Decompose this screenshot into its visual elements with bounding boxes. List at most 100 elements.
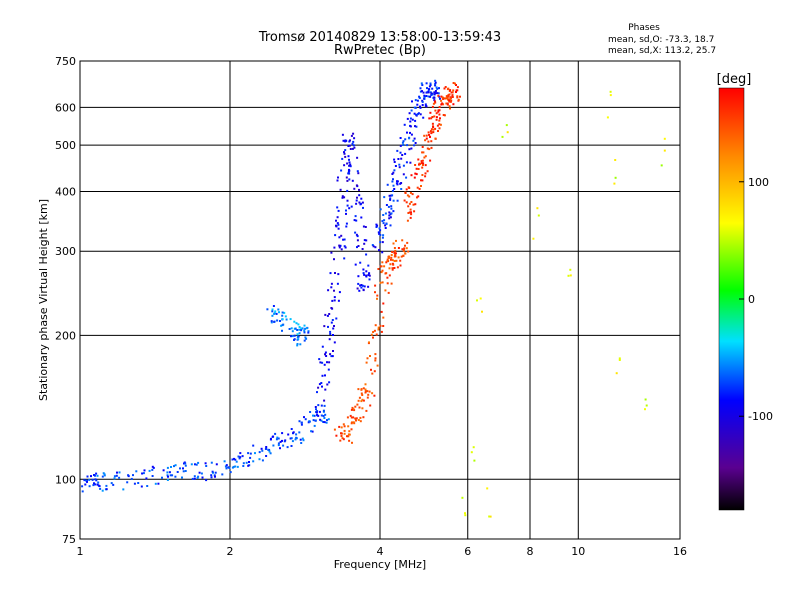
data-point <box>537 214 540 217</box>
data-point <box>418 95 421 98</box>
data-point <box>410 201 413 203</box>
data-point <box>452 103 455 106</box>
data-point <box>402 250 405 253</box>
data-point <box>379 234 382 236</box>
data-point <box>201 476 204 479</box>
data-point <box>328 313 331 315</box>
data-point <box>341 437 344 440</box>
data-point <box>402 254 405 257</box>
data-point <box>353 187 356 190</box>
data-point <box>404 152 407 155</box>
x-tick-label: 10 <box>571 545 585 558</box>
data-point <box>449 97 452 99</box>
data-point <box>333 428 336 431</box>
data-point <box>173 465 175 468</box>
data-point <box>247 452 250 455</box>
data-point <box>394 249 397 252</box>
data-point <box>368 390 371 393</box>
data-point <box>339 439 342 442</box>
data-point <box>419 90 422 93</box>
data-point <box>381 241 384 244</box>
data-point <box>337 273 340 276</box>
data-point <box>348 144 351 147</box>
data-point <box>393 252 396 254</box>
data-point <box>348 178 351 181</box>
data-point <box>464 514 467 517</box>
data-point <box>408 112 411 115</box>
data-point <box>360 286 363 289</box>
data-point <box>283 440 286 443</box>
data-point <box>397 256 400 259</box>
data-point <box>368 278 371 281</box>
data-point <box>228 467 231 469</box>
data-point <box>365 253 368 256</box>
data-point <box>377 328 380 331</box>
data-point <box>434 137 437 140</box>
data-point <box>362 387 365 390</box>
data-point <box>239 452 242 455</box>
data-point <box>118 476 121 479</box>
data-point <box>426 170 429 173</box>
data-point <box>339 244 342 247</box>
data-point <box>331 319 334 321</box>
data-point <box>95 472 98 475</box>
data-point <box>506 131 509 134</box>
data-point <box>324 413 327 416</box>
data-point <box>303 331 306 334</box>
data-point <box>431 105 434 108</box>
data-point <box>373 370 376 373</box>
data-point <box>450 99 453 102</box>
data-point <box>390 207 393 210</box>
data-point <box>197 475 200 478</box>
data-point <box>359 416 362 419</box>
data-point <box>354 215 357 218</box>
x-axis-label: Frequency [MHz] <box>334 558 426 571</box>
data-point <box>323 417 326 419</box>
data-point <box>356 196 358 199</box>
data-point <box>354 405 357 408</box>
data-point <box>334 234 337 237</box>
data-point <box>663 137 666 140</box>
data-point <box>323 399 326 402</box>
data-point <box>146 485 149 487</box>
data-point <box>400 182 403 184</box>
data-point <box>352 144 355 147</box>
data-point <box>231 458 234 461</box>
data-point <box>346 435 348 438</box>
data-point <box>429 130 432 133</box>
data-point <box>337 209 340 212</box>
data-point <box>404 192 407 194</box>
data-point <box>326 383 329 386</box>
data-point <box>345 222 348 225</box>
data-point <box>452 82 455 84</box>
data-point <box>171 474 174 477</box>
plot-frame <box>79 60 681 540</box>
data-point <box>333 341 336 344</box>
data-point <box>439 97 441 100</box>
data-point <box>294 438 297 441</box>
data-point <box>428 148 431 151</box>
data-point <box>359 284 362 287</box>
data-point <box>260 447 263 450</box>
data-point <box>324 351 327 354</box>
data-point <box>396 183 399 186</box>
data-point <box>645 404 648 407</box>
data-point <box>423 156 426 159</box>
data-point <box>366 396 369 399</box>
data-point <box>258 458 261 461</box>
data-point <box>321 385 323 388</box>
data-point <box>152 466 155 469</box>
data-point <box>94 478 97 481</box>
data-point <box>241 455 244 458</box>
data-point <box>369 355 371 357</box>
data-point <box>341 195 344 198</box>
data-point <box>402 248 405 251</box>
data-point <box>276 436 279 439</box>
data-point <box>302 439 305 442</box>
data-point <box>268 450 271 453</box>
data-point <box>381 261 384 264</box>
data-point <box>414 172 417 175</box>
data-point <box>351 179 354 182</box>
data-point <box>431 116 434 118</box>
data-point <box>344 139 347 142</box>
